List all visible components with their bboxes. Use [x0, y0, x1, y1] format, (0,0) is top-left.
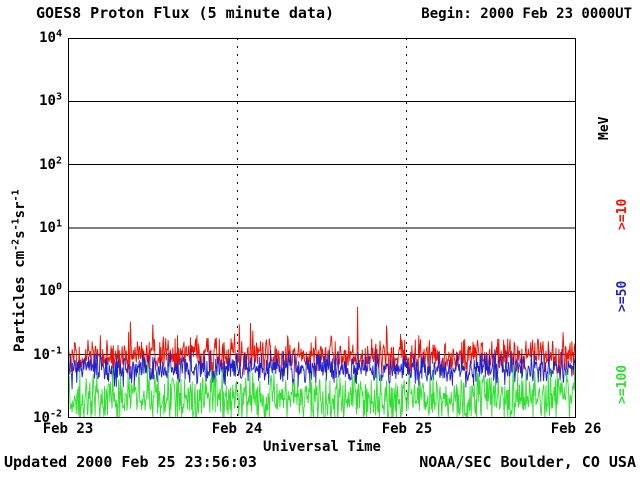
y-tick-exp: -1 — [49, 345, 62, 357]
y-tick-label: 104 — [0, 29, 64, 47]
credit-text: NOAA/SEC Boulder, CO USA — [419, 453, 636, 471]
right-label-ge50: >=50 — [615, 280, 630, 312]
series-line-10 — [67, 306, 577, 377]
y-tick-label: 101 — [0, 219, 64, 237]
x-tick-label: Feb 23 — [42, 421, 94, 437]
right-label-ge100: >=100 — [615, 364, 630, 404]
y-tick-label: 10-1 — [0, 346, 64, 364]
y-tick-label: 100 — [0, 282, 64, 300]
series-line-50 — [67, 348, 577, 391]
y-tick-exp: -2 — [49, 408, 62, 420]
y-tick-base: 10 — [39, 220, 56, 236]
y-tick-exp: 3 — [55, 91, 62, 103]
y-axis-label-sup: -2 — [10, 238, 22, 251]
y-tick-exp: 0 — [55, 281, 62, 293]
y-tick-base: 10 — [39, 157, 56, 173]
y-tick-base: 10 — [39, 30, 56, 46]
plot-svg — [67, 38, 577, 419]
plot-area — [67, 38, 577, 419]
x-tick-label: Feb 26 — [550, 421, 602, 437]
series-line-100 — [67, 361, 577, 419]
right-label-ge10: >=10 — [615, 198, 630, 230]
x-tick-label: Feb 25 — [381, 421, 433, 437]
chart-title: GOES8 Proton Flux (5 minute data) — [36, 4, 335, 22]
y-tick-base: 10 — [39, 93, 56, 109]
updated-timestamp: Updated 2000 Feb 25 23:56:03 — [4, 453, 257, 471]
unit-label-mev: MeV — [597, 116, 612, 140]
y-tick-exp: 4 — [55, 28, 62, 40]
y-axis-label-sup: -1 — [10, 189, 22, 202]
y-tick-base: 10 — [33, 410, 50, 426]
y-axis-label-part: Particles cm — [12, 250, 28, 352]
y-tick-label: 102 — [0, 156, 64, 174]
y-tick-base: 10 — [33, 347, 50, 363]
y-tick-exp: 2 — [55, 155, 62, 167]
y-tick-label: 10-2 — [0, 409, 64, 427]
begin-timestamp: Begin: 2000 Feb 23 0000UT — [421, 6, 632, 22]
plot-border — [68, 38, 576, 418]
y-tick-label: 103 — [0, 92, 64, 110]
y-tick-exp: 1 — [55, 218, 62, 230]
x-tick-label: Feb 24 — [211, 421, 263, 437]
y-axis-label: Particles cm-2s-1sr-1 — [10, 189, 29, 352]
x-axis-label: Universal Time — [262, 439, 381, 455]
y-tick-base: 10 — [39, 283, 56, 299]
y-axis-label-part: sr — [12, 201, 28, 219]
